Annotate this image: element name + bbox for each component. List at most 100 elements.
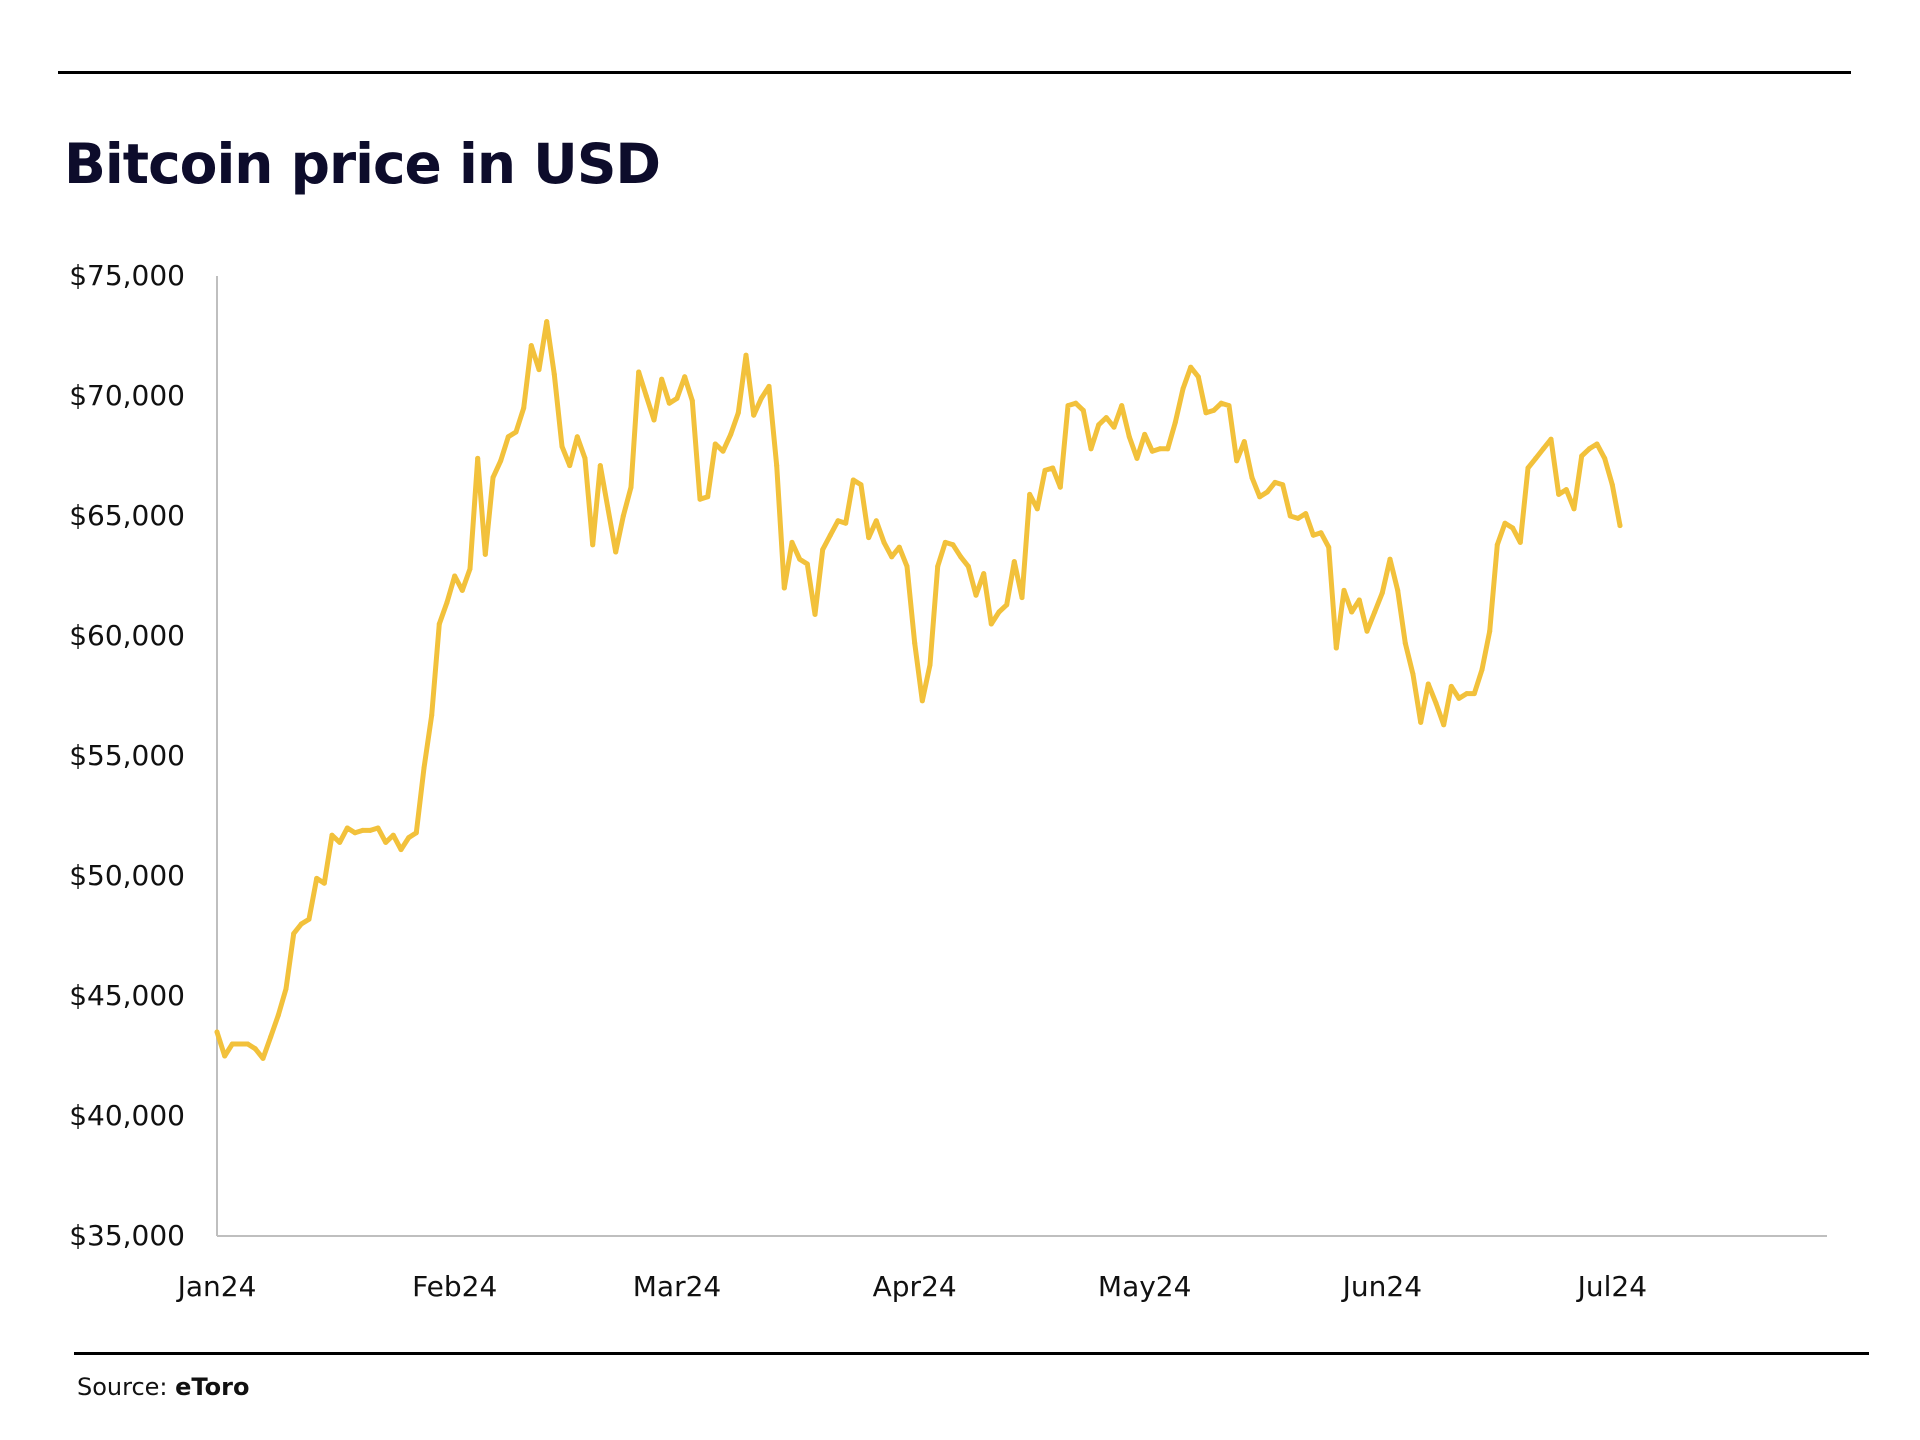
data-point xyxy=(567,463,573,469)
data-point xyxy=(536,367,542,373)
data-point xyxy=(651,417,657,423)
data-point xyxy=(1326,544,1332,550)
data-point xyxy=(321,880,327,886)
data-point xyxy=(1586,446,1592,452)
series-group xyxy=(214,319,1623,1061)
data-point xyxy=(329,832,335,838)
data-point xyxy=(1180,386,1186,392)
data-point xyxy=(1464,691,1470,697)
data-point xyxy=(1195,374,1201,380)
data-point xyxy=(912,640,918,646)
data-point xyxy=(881,539,887,545)
data-point xyxy=(751,412,757,418)
data-point xyxy=(1103,415,1109,421)
data-point xyxy=(620,513,626,519)
series-line xyxy=(214,319,1623,1061)
data-point xyxy=(498,458,504,464)
data-point xyxy=(1149,448,1155,454)
data-point xyxy=(981,571,987,577)
x-tick-label: Apr24 xyxy=(873,1270,957,1303)
data-point xyxy=(1241,439,1247,445)
data-point xyxy=(513,429,519,435)
data-point xyxy=(774,463,780,469)
data-point xyxy=(245,1041,251,1047)
data-point xyxy=(1096,422,1102,428)
data-point xyxy=(950,542,956,548)
data-point xyxy=(314,875,320,881)
y-axis-tick-labels: $75,000 $70,000 $65,000 $60,000 $55,000 $50,0… xyxy=(69,259,185,1252)
data-point xyxy=(1218,400,1224,406)
data-point xyxy=(1410,671,1416,677)
bottom-divider xyxy=(74,1352,1869,1355)
data-point xyxy=(1134,455,1140,461)
data-point xyxy=(337,839,343,845)
data-point xyxy=(996,609,1002,615)
data-point xyxy=(214,1029,220,1035)
data-point xyxy=(237,1041,243,1047)
data-point xyxy=(636,369,642,375)
data-point xyxy=(1563,487,1569,493)
data-point xyxy=(1080,407,1086,413)
data-point xyxy=(720,448,726,454)
data-point xyxy=(1571,506,1577,512)
data-point xyxy=(735,410,741,416)
data-point xyxy=(1310,532,1316,538)
data-point xyxy=(1510,525,1516,531)
x-tick-label: Jan24 xyxy=(176,1270,257,1303)
data-point xyxy=(1533,455,1539,461)
data-point xyxy=(490,475,496,481)
data-point xyxy=(1165,446,1171,452)
chart-axes xyxy=(216,276,1827,1237)
data-point xyxy=(1019,595,1025,601)
y-tick-label: $75,000 xyxy=(69,259,185,292)
data-point xyxy=(475,455,481,461)
data-point xyxy=(820,547,826,553)
data-point xyxy=(252,1046,258,1052)
data-point xyxy=(1295,515,1301,521)
data-point xyxy=(1119,403,1125,409)
data-point xyxy=(1042,467,1048,473)
data-point xyxy=(1142,431,1148,437)
data-point xyxy=(1234,458,1240,464)
data-point xyxy=(528,343,534,349)
data-point xyxy=(1126,434,1132,440)
data-point xyxy=(858,482,864,488)
y-tick-label: $70,000 xyxy=(69,379,185,412)
data-point xyxy=(1057,484,1063,490)
data-point xyxy=(1188,364,1194,370)
data-point xyxy=(1502,520,1508,526)
x-tick-label: Jun24 xyxy=(1341,1270,1422,1303)
data-point xyxy=(1050,465,1056,471)
data-point xyxy=(682,374,688,380)
data-point xyxy=(889,554,895,560)
data-point xyxy=(1249,475,1255,481)
data-point xyxy=(390,832,396,838)
y-tick-label: $40,000 xyxy=(69,1099,185,1132)
data-point xyxy=(352,830,358,836)
data-point xyxy=(827,532,833,538)
data-point xyxy=(275,1012,281,1018)
data-point xyxy=(367,827,373,833)
data-point xyxy=(973,592,979,598)
data-point xyxy=(1349,609,1355,615)
data-point xyxy=(758,395,764,401)
data-point xyxy=(1356,597,1362,603)
x-tick-label: Jul24 xyxy=(1576,1270,1647,1303)
data-point xyxy=(965,563,971,569)
data-point xyxy=(375,825,381,831)
data-point xyxy=(1264,489,1270,495)
y-tick-label: $45,000 xyxy=(69,979,185,1012)
data-point xyxy=(1448,683,1454,689)
data-point xyxy=(697,496,703,502)
data-point xyxy=(306,916,312,922)
data-point xyxy=(1333,645,1339,651)
data-point xyxy=(1548,436,1554,442)
data-point xyxy=(1203,410,1209,416)
data-point xyxy=(1172,419,1178,425)
data-point xyxy=(1456,695,1462,701)
data-point xyxy=(1341,587,1347,593)
data-point xyxy=(1441,722,1447,728)
data-point xyxy=(1364,628,1370,634)
data-point xyxy=(1004,602,1010,608)
data-point xyxy=(643,393,649,399)
